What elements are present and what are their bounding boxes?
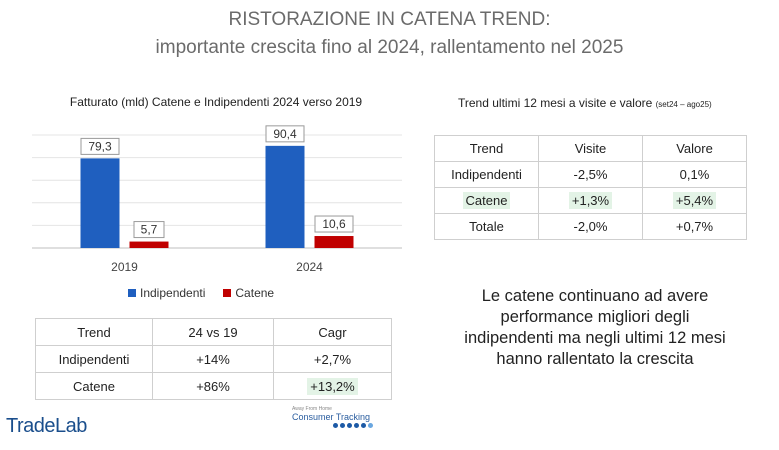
chart-legend: Indipendenti Catene: [128, 286, 286, 300]
summary-note: Le catene continuano ad avere performanc…: [445, 286, 745, 370]
note-line: indipendenti ma negli ultimi 12 mesi: [464, 329, 726, 347]
legend-swatch-catene: [223, 289, 232, 297]
table-cell: Indipendenti: [35, 345, 153, 373]
table-cell: -2,0%: [538, 213, 643, 240]
legend-label-indipendenti: Indipendenti: [140, 286, 206, 300]
table-cell: +13,2%: [273, 372, 392, 400]
data-label-box: [314, 215, 354, 233]
x-tick-label: 2019: [111, 260, 138, 274]
page-title-line2: importante crescita fino al 2024, rallen…: [155, 37, 624, 58]
data-label-box: [80, 137, 120, 155]
data-label: 90,4: [273, 127, 297, 141]
table-cell: +5,4%: [642, 187, 747, 214]
data-label-box: [265, 125, 305, 143]
trend-title-text: Trend ultimi 12 mesi a visite e valore: [458, 96, 653, 110]
consumer-tracking-subtitle: Away From Home: [292, 406, 332, 412]
table-cell: Totale: [434, 213, 539, 240]
table-row: Indipendenti +14% +2,7%: [35, 345, 392, 373]
highlighted-value: Catene: [462, 192, 511, 209]
x-tick-label: 2024: [296, 260, 323, 274]
legend-item-indipendenti: Indipendenti: [128, 286, 205, 300]
note-line: Le catene continuano ad avere: [481, 287, 709, 305]
trend-table: Trend Visite Valore Indipendenti -2,5% 0…: [434, 135, 747, 240]
trend-period: (set24 – ago25): [655, 100, 712, 109]
trend-table-title: Trend ultimi 12 mesi a visite e valore (…: [458, 96, 712, 110]
table-header: Valore: [642, 135, 747, 162]
highlighted-value: +5,4%: [672, 192, 717, 209]
chart-title: Fatturato (mld) Catene e Indipendenti 20…: [69, 95, 363, 109]
growth-table: Trend 24 vs 19 Cagr Indipendenti +14% +2…: [35, 318, 392, 400]
table-cell: +14%: [152, 345, 274, 373]
consumer-tracking-logo: Away From Home Consumer Tracking: [292, 406, 370, 422]
table-cell: +2,7%: [273, 345, 392, 373]
legend-item-catene: Catene: [223, 286, 274, 300]
table-cell: Indipendenti: [434, 161, 539, 188]
data-label: 5,7: [141, 223, 158, 237]
legend-label-catene: Catene: [235, 286, 275, 300]
tradelab-logo: TradeLab: [6, 415, 87, 437]
bar-indipendenti-2024: [265, 145, 305, 248]
table-row: Indipendenti -2,5% 0,1%: [434, 161, 747, 188]
bar-catene-2024: [314, 236, 354, 248]
bar-indipendenti-2019: [80, 158, 120, 248]
legend-swatch-indipendenti: [128, 289, 136, 297]
highlighted-value: +13,2%: [307, 377, 358, 395]
table-cell: +0,7%: [642, 213, 747, 240]
table-header: Visite: [538, 135, 643, 162]
table-cell: Catene: [35, 372, 153, 400]
note-line: performance migliori degli: [500, 308, 690, 326]
table-cell: +86%: [152, 372, 274, 400]
data-label: 10,6: [322, 217, 346, 231]
table-header: 24 vs 19: [152, 318, 274, 346]
table-header-row: Trend Visite Valore: [434, 135, 747, 162]
table-row: Catene +86% +13,2%: [35, 372, 392, 400]
table-cell: +1,3%: [538, 187, 643, 214]
logo-dots: [333, 423, 373, 428]
table-row: Catene +1,3% +5,4%: [434, 187, 747, 214]
highlighted-value: +1,3%: [568, 192, 613, 209]
bar-catene-2019: [129, 241, 169, 248]
table-cell: Catene: [434, 187, 539, 214]
table-cell: 0,1%: [642, 161, 747, 188]
note-line: hanno rallentato la crescita: [496, 350, 694, 368]
data-label-box: [133, 221, 165, 239]
page-title-line1: RISTORAZIONE IN CATENA TREND:: [228, 9, 551, 30]
table-cell: -2,5%: [538, 161, 643, 188]
table-row: Totale -2,0% +0,7%: [434, 213, 747, 240]
data-label: 79,3: [88, 139, 112, 153]
table-header-row: Trend 24 vs 19 Cagr: [35, 318, 392, 346]
table-header: Trend: [434, 135, 539, 162]
consumer-tracking-label: Consumer Tracking: [292, 412, 371, 422]
table-header: Trend: [35, 318, 153, 346]
table-header: Cagr: [273, 318, 392, 346]
